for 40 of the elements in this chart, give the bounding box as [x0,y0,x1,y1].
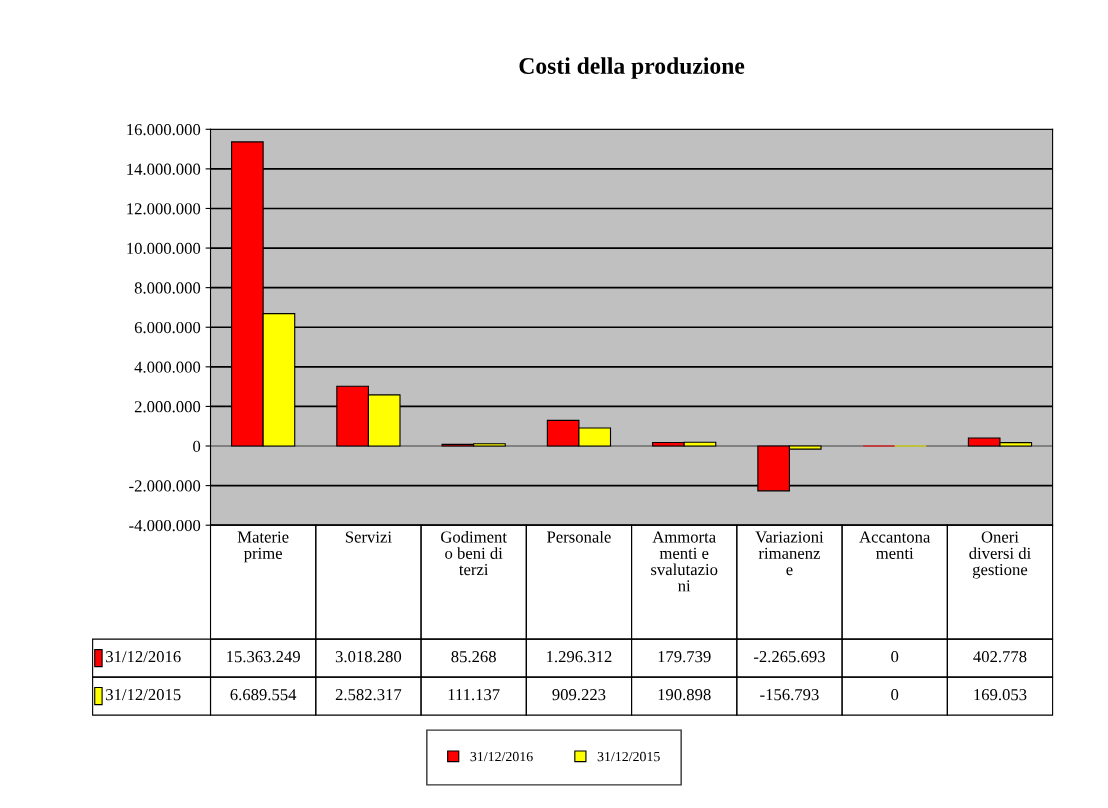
text: 31/12/2015 [597,751,660,762]
x-tick-label: Materie prime [237,531,289,563]
legend-label: 31/12/2016 [106,651,181,663]
x-tick-label: Personale [547,530,611,543]
data-label: 111.137 [448,689,500,701]
y-tick-label: 10.000.000 [127,242,201,255]
data-label: 85.268 [451,651,496,663]
x-tick-label: Accantona menti [859,531,931,559]
x-tick-label: Godiment o beni di terzi [441,530,507,576]
data-label: 2.582.317 [335,689,402,701]
y-tick-label: 6.000.000 [134,321,201,334]
y-tick-label: 2.000.000 [134,401,201,413]
data-label: 0 [891,689,899,701]
x-tick-label: Oneri diversi di gestione [969,531,1031,579]
data-label: -156.793 [760,689,819,701]
data-label: 15.363.249 [227,651,300,663]
data-label: 402.778 [973,651,1027,663]
data-label: 190.898 [658,689,711,701]
x-tick-label: Servizi [345,531,392,543]
y-tick-label: 4.000.000 [134,361,201,373]
data-label: 3.018.280 [335,651,402,663]
text: 31/12/2016 [470,751,533,762]
data-label: 179.739 [658,651,711,663]
y-tick-label: 8.000.000 [134,282,201,294]
chart-title: Costi della produzione [519,57,745,79]
y-tick-label: -4.000.000 [129,519,201,532]
y-tick-label: -2.000.000 [129,480,201,492]
y-tick-label: 14.000.000 [127,163,201,175]
legend-label: 31/12/2015 [106,689,181,701]
data-label: 169.053 [974,689,1027,701]
y-tick-label: 12.000.000 [127,203,201,215]
data-label: 909.223 [552,689,606,701]
data-label: 1.296.312 [547,651,612,663]
y-tick-label: 16.000.000 [127,123,201,136]
y-tick-label: 0 [193,440,201,452]
data-label: 6.689.554 [230,689,297,701]
data-label: -2.265.693 [753,651,825,663]
x-tick-label: Ammorta menti e svalutazio ni [651,531,718,592]
x-tick-label: Variazioni rimanenz e [755,531,824,576]
data-label: 0 [891,651,899,663]
